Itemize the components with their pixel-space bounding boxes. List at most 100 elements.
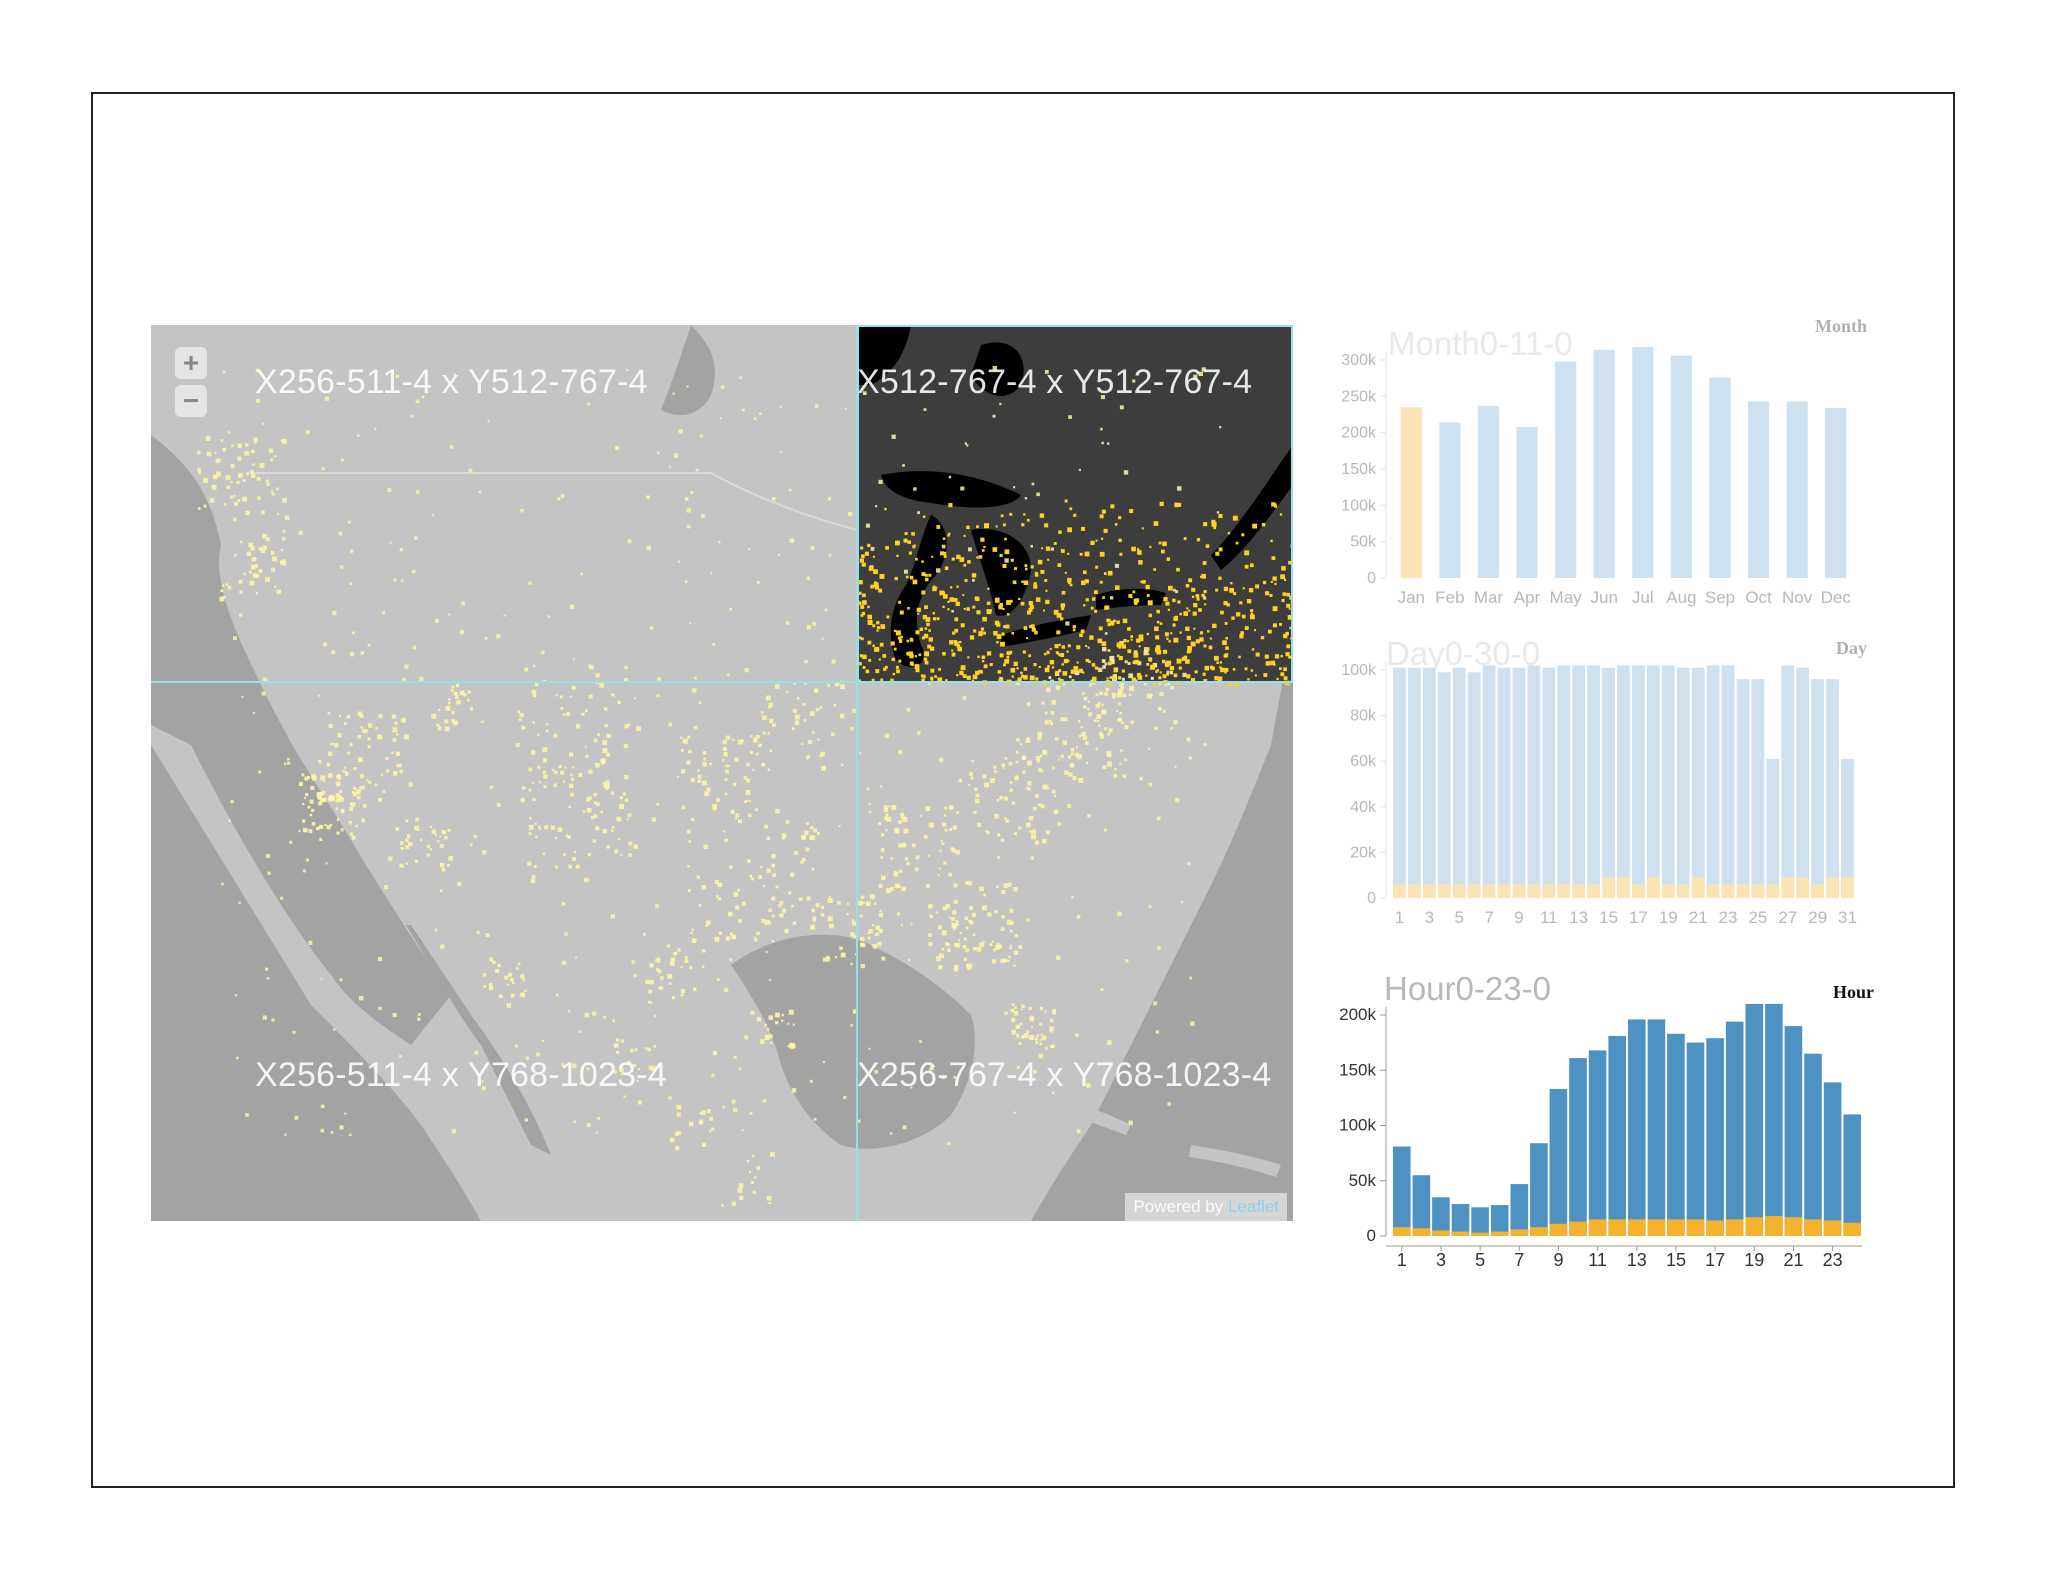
highlighted-point — [1101, 509, 1106, 514]
highlighted-point — [1061, 645, 1065, 649]
event-point — [298, 781, 303, 786]
day-bar — [1646, 665, 1660, 898]
highlighted-point — [878, 588, 883, 593]
day-bar — [1587, 665, 1600, 898]
event-point — [1159, 691, 1164, 697]
highlighted-point — [1094, 609, 1098, 613]
highlighted-point — [1034, 571, 1038, 575]
event-point — [1051, 1044, 1055, 1049]
highlighted-point — [1041, 547, 1044, 550]
hour-bar-highlight — [1608, 1219, 1626, 1236]
event-point — [222, 595, 226, 599]
zoom-in-button[interactable]: + — [175, 347, 207, 379]
highlighted-point — [1173, 616, 1178, 621]
event-point — [1150, 676, 1154, 680]
map-canvas[interactable] — [151, 325, 1293, 1221]
event-point — [710, 572, 713, 575]
event-point — [962, 944, 967, 949]
event-point — [750, 1181, 754, 1184]
event-point — [878, 884, 883, 888]
highlighted-point — [1067, 644, 1071, 648]
event-point — [684, 497, 689, 501]
event-point — [198, 471, 202, 475]
event-point — [632, 1063, 636, 1067]
highlighted-point — [862, 666, 866, 669]
highlighted-point — [1107, 649, 1111, 652]
event-point — [767, 732, 770, 735]
day-x-tick-label: 9 — [1514, 908, 1523, 927]
leaflet-link[interactable]: Leaflet — [1227, 1197, 1279, 1216]
day-bar — [1542, 667, 1556, 898]
event-point — [953, 883, 958, 888]
event-point — [532, 721, 535, 724]
event-point — [1064, 770, 1069, 775]
event-point — [438, 708, 441, 711]
highlighted-point — [1214, 676, 1219, 681]
event-point — [731, 810, 734, 813]
event-point — [1118, 688, 1123, 694]
event-point — [338, 714, 342, 718]
event-point — [940, 839, 943, 842]
event-point — [938, 867, 941, 870]
highlighted-point — [872, 644, 875, 648]
event-point — [623, 1095, 626, 1098]
highlighted-point — [1073, 666, 1079, 671]
highlighted-point — [915, 557, 918, 561]
highlighted-point — [1265, 591, 1270, 596]
highlighted-point — [1287, 615, 1293, 620]
event-point — [680, 965, 683, 969]
event-point — [265, 967, 269, 971]
hour-bar — [1549, 1089, 1568, 1236]
event-point — [768, 702, 773, 708]
event-point — [392, 738, 397, 742]
event-point — [1121, 721, 1124, 725]
event-point — [1021, 1034, 1025, 1039]
zoom-out-button[interactable]: − — [175, 385, 207, 417]
event-point — [1070, 747, 1075, 752]
highlighted-point — [1226, 603, 1230, 607]
event-point — [586, 797, 591, 802]
event-point — [1128, 673, 1134, 679]
event-point — [993, 765, 997, 769]
highlighted-point — [963, 563, 967, 567]
highlighted-point — [1146, 632, 1149, 636]
event-point — [537, 765, 541, 769]
event-point — [610, 693, 613, 696]
highlighted-point — [867, 614, 872, 620]
highlighted-point — [1062, 671, 1068, 676]
event-point — [520, 508, 524, 513]
highlighted-point — [874, 648, 878, 652]
event-point — [560, 770, 565, 775]
hour-bar-highlight — [1588, 1219, 1607, 1236]
highlighted-point — [979, 670, 983, 674]
map-view[interactable]: X256-511-4 x Y512-767-4 X512-767-4 x Y51… — [151, 325, 1293, 1221]
event-point — [1111, 692, 1117, 698]
highlighted-point — [860, 614, 864, 617]
event-point — [350, 549, 354, 553]
event-point — [1104, 632, 1108, 635]
hour-y-tick-label: 50k — [1349, 1171, 1377, 1190]
event-point — [320, 797, 326, 803]
month-bar — [1632, 346, 1654, 578]
event-point — [860, 936, 865, 941]
highlighted-point — [1017, 677, 1022, 682]
event-point — [586, 1123, 591, 1127]
event-point — [321, 467, 325, 471]
month-bar — [1747, 401, 1770, 578]
event-point — [939, 953, 944, 959]
event-point — [259, 463, 265, 469]
event-point — [768, 978, 771, 981]
event-point — [850, 1023, 854, 1027]
event-point — [344, 1112, 347, 1115]
highlighted-point — [1049, 648, 1052, 650]
event-point — [340, 565, 344, 569]
event-point — [724, 778, 728, 781]
event-point — [284, 515, 290, 520]
event-point — [682, 738, 688, 744]
event-point — [787, 1022, 790, 1025]
event-point — [765, 695, 771, 701]
event-point — [444, 726, 450, 732]
highlighted-point — [1131, 677, 1136, 682]
event-point — [619, 1067, 624, 1072]
highlighted-point — [1001, 632, 1005, 636]
